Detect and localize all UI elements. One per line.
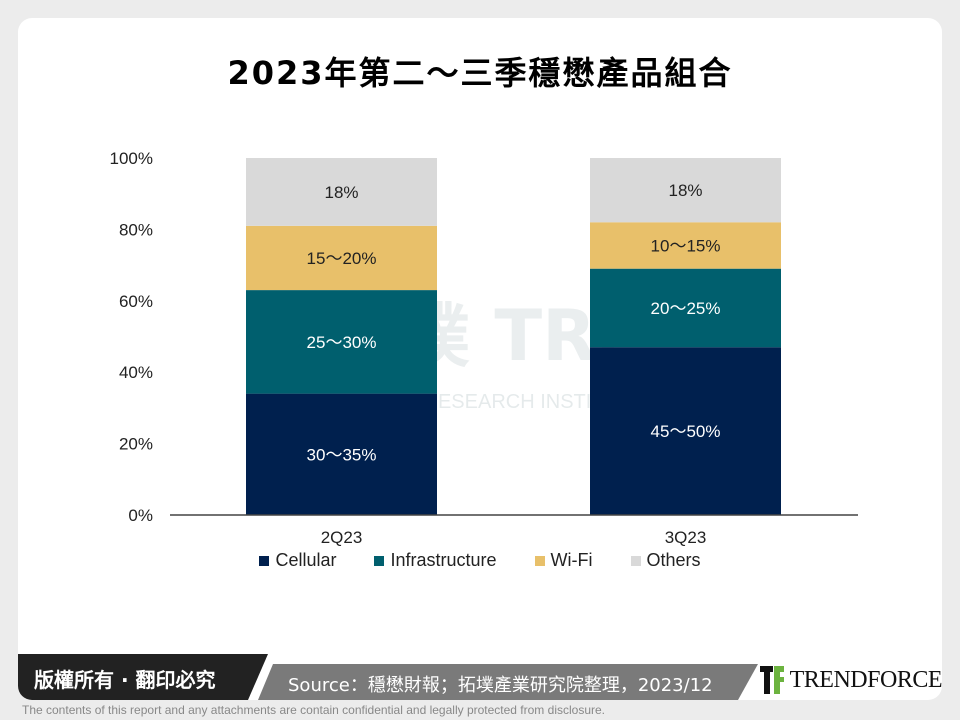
data-label: 18% [324,183,358,202]
x-tick-label: 3Q23 [665,528,707,547]
legend-item-cellular: Cellular [259,550,336,571]
bar-segment-wi-fi-2Q23 [246,225,437,291]
bar-segment-cellular-2Q23 [246,393,437,515]
legend-item-wi-fi: Wi-Fi [534,550,593,571]
data-label: 45～50% [651,422,721,441]
bar-segment-cellular-3Q23 [590,347,781,515]
legend-swatch [534,555,545,566]
x-tick-label: 2Q23 [321,528,363,547]
trendforce-logo-icon [760,666,784,694]
bar-segment-others-2Q23 [246,158,437,226]
copyright-banner: 版權所有 · 翻印必究 [18,654,268,700]
source-text: Source：穩懋財報；拓墣產業研究院整理，2023/12 [288,675,713,696]
y-tick-label: 80% [119,220,153,239]
legend-label: Infrastructure [390,550,497,570]
y-tick-label: 20% [119,435,153,454]
legend-swatch [630,555,641,566]
legend-swatch [259,555,270,566]
legend-item-others: Others [630,550,701,571]
data-label: 20～25% [651,299,721,318]
bar-segment-wi-fi-3Q23 [590,222,781,269]
bar-segment-others-3Q23 [590,158,781,223]
legend-label: Cellular [275,550,337,570]
legend: Cellular Infrastructure Wi-Fi Others [0,550,960,571]
data-label: 30～35% [307,445,377,464]
copyright-text: 版權所有 · 翻印必究 [34,668,216,692]
data-label: 18% [668,181,702,200]
y-tick-label: 60% [119,292,153,311]
bar-segment-infrastructure-2Q23 [246,290,437,394]
disclaimer: The contents of this report and any atta… [22,703,605,717]
legend-label: Wi-Fi [550,550,593,570]
y-tick-label: 100% [110,149,153,168]
data-label: 10～15% [651,236,721,255]
data-label: 25～30% [307,333,377,352]
data-label: 15～20% [307,249,377,268]
trendforce-logo-text: TRENDFORCE [789,666,943,693]
bar-segment-infrastructure-3Q23 [590,268,781,348]
chart-title: 2023年第二～三季穩懋產品組合 [227,54,733,92]
slide-card [18,18,942,700]
legend-swatch [374,555,385,566]
y-tick-label: 40% [119,363,153,382]
trendforce-logo: TRENDFORCE [760,660,943,700]
legend-item-infrastructure: Infrastructure [374,550,497,571]
legend-label: Others [646,550,701,570]
source-banner: Source：穩懋財報；拓墣產業研究院整理，2023/12 [258,664,758,700]
y-tick-label: 0% [128,506,153,525]
